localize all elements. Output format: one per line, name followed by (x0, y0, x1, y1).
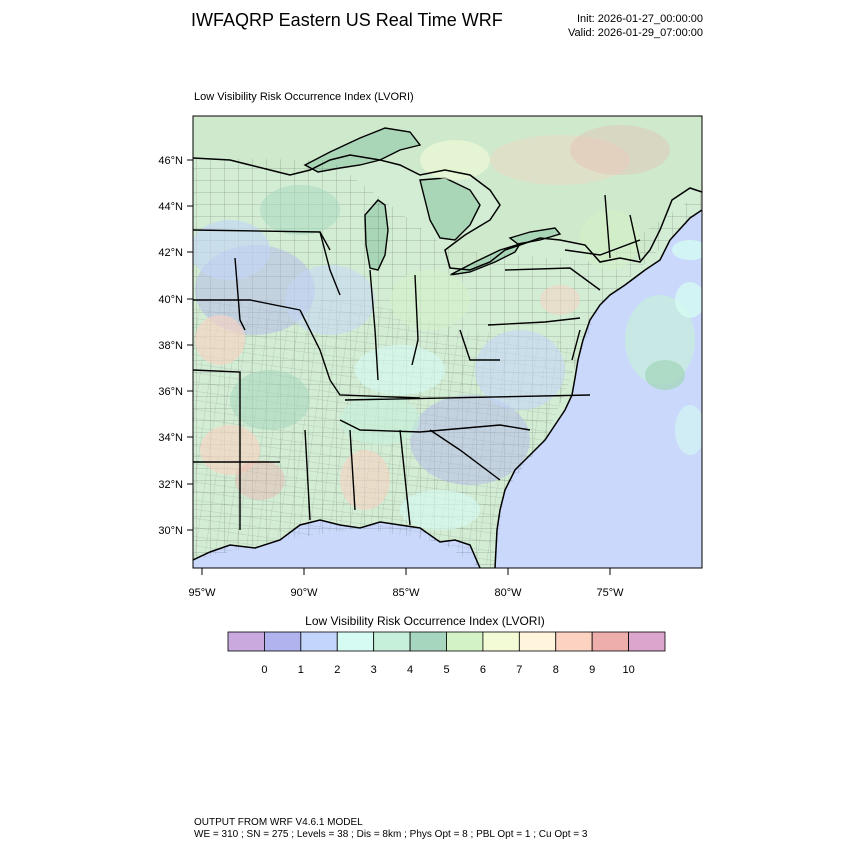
lon-axis: 95°W 90°W 85°W 80°W 75°W (188, 568, 624, 599)
colorbar-swatch (373, 631, 411, 652)
colorbar-label: 7 (516, 664, 522, 676)
colorbar-label: 9 (589, 664, 595, 676)
map-panel (193, 116, 702, 568)
lat-label: 44°N (158, 201, 183, 213)
colorbar-swatch (409, 631, 447, 652)
colorbar-swatch (591, 631, 629, 652)
colorbar-label: 10 (622, 664, 634, 676)
colorbar-label: 0 (261, 664, 267, 676)
state-boundaries (193, 194, 641, 530)
lat-label: 46°N (158, 155, 183, 167)
lon-label: 75°W (596, 587, 624, 599)
colorbar-swatch (336, 631, 375, 652)
lat-label: 32°N (158, 479, 183, 491)
atlantic-coastline (494, 209, 702, 568)
colorbar-swatch (628, 631, 666, 652)
colorbar-label: 5 (443, 664, 449, 676)
colorbar-label: 3 (371, 664, 377, 676)
lake-huron (419, 177, 481, 241)
lat-label: 42°N (158, 247, 183, 259)
colorbar-swatch (482, 631, 520, 652)
colorbar-swatch (227, 631, 265, 652)
model-info-line2: WE = 310 ; SN = 275 ; Levels = 38 ; Dis … (194, 829, 588, 840)
colorbar-label: 6 (480, 664, 486, 676)
plot-title: IWFAQRP Eastern US Real Time WRF (191, 10, 503, 30)
map-frame (192, 115, 703, 569)
lat-label: 40°N (158, 294, 183, 306)
colorbar-swatch (264, 631, 302, 652)
colorbar-swatch (446, 631, 484, 652)
lon-label: 85°W (392, 587, 420, 599)
lake-ontario (508, 227, 562, 245)
colorbar-swatch (555, 631, 593, 652)
canada-land (193, 116, 702, 270)
lon-label: 80°W (494, 587, 522, 599)
colorbar-title: Low Visibility Risk Occurrence Index (LV… (305, 614, 545, 628)
init-time: Init: 2026-01-27_00:00:00 (577, 13, 703, 25)
lvori-shading (193, 125, 702, 530)
colorbar-label: 1 (298, 664, 304, 676)
colorbar: 0 1 2 3 4 5 6 7 8 9 10 (227, 631, 666, 676)
map-subtitle: Low Visibility Risk Occurrence Index (LV… (194, 91, 414, 103)
lat-label: 38°N (158, 340, 183, 352)
lat-axis: 46°N 44°N 42°N 40°N 38°N 36°N 34°N 32°N … (158, 155, 193, 537)
colorbar-label: 2 (334, 664, 340, 676)
model-info-line1: OUTPUT FROM WRF V4.6.1 MODEL (194, 817, 363, 828)
colorbar-swatch (518, 631, 557, 652)
valid-time: Valid: 2026-01-29_07:00:00 (568, 27, 703, 39)
colorbar-label: 4 (407, 664, 413, 676)
lat-label: 34°N (158, 432, 183, 444)
lat-label: 36°N (158, 386, 183, 398)
lon-label: 95°W (188, 587, 216, 599)
colorbar-label: 8 (553, 664, 559, 676)
lon-label: 90°W (290, 587, 318, 599)
gulf-coastline (193, 519, 481, 568)
lat-label: 30°N (158, 525, 183, 537)
canada-border (193, 154, 702, 271)
colorbar-swatch (300, 631, 338, 652)
